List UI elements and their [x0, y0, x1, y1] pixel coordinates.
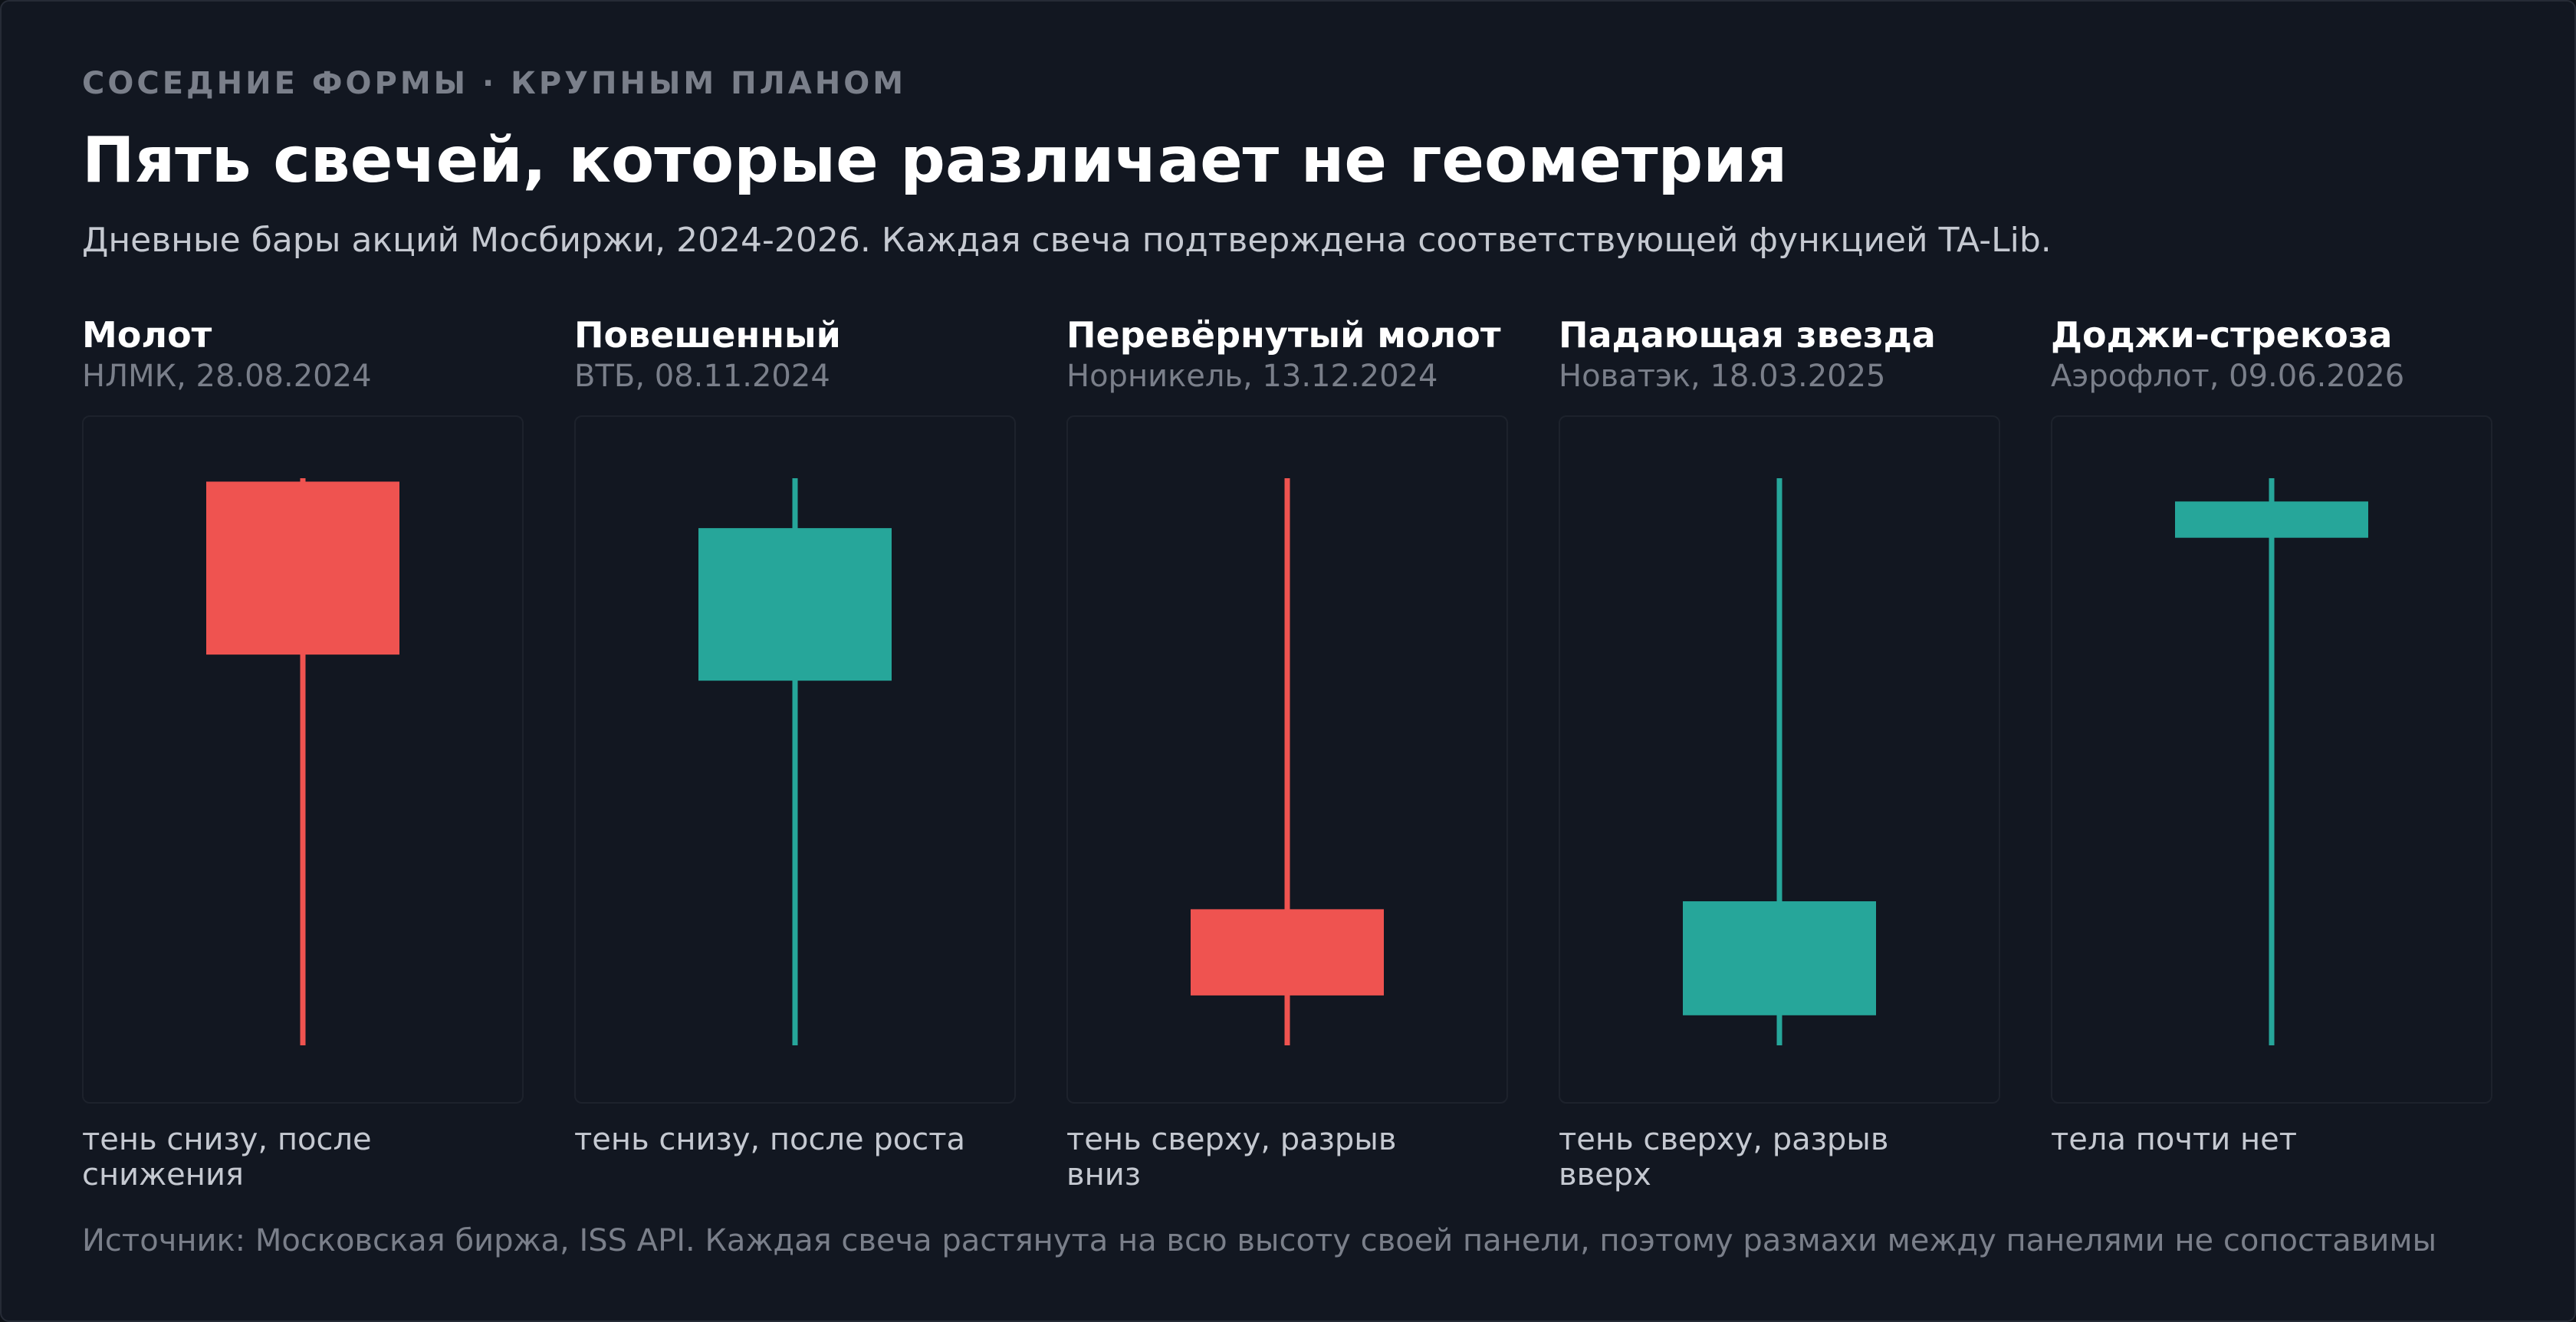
candle-svg	[698, 478, 892, 1045]
candle-body	[698, 528, 892, 681]
candle-svg	[1683, 478, 1876, 1045]
candle-chart	[2051, 415, 2492, 1104]
panel-caption: тень сверху, разрыв вверх	[1559, 1122, 1889, 1192]
candle-wick	[792, 478, 798, 1045]
candle-wick	[2269, 478, 2275, 1045]
panel-title: Повешенный	[574, 314, 841, 356]
panel-ticker-date: Норникель, 13.12.2024	[1066, 359, 1438, 394]
panel-title: Молот	[82, 314, 212, 356]
candle-body	[1683, 901, 1876, 1015]
panel-caption: тела почти нет	[2051, 1122, 2298, 1157]
panel-ticker-date: Аэрофлот, 09.06.2026	[2051, 359, 2405, 394]
panel-caption: тень сверху, разрыв вниз	[1066, 1122, 1397, 1192]
candle-wick	[300, 478, 306, 1045]
panel-ticker-date: НЛМК, 28.08.2024	[82, 359, 372, 394]
candle-chart	[1559, 415, 2000, 1104]
source-note: Источник: Московская биржа, ISS API. Каж…	[82, 1223, 2437, 1258]
candle-svg	[1191, 478, 1384, 1045]
candle-chart	[82, 415, 524, 1104]
page-title: Пять свечей, которые различает не геомет…	[82, 124, 1788, 197]
candle-wick	[1776, 478, 1783, 1045]
panel-title: Перевёрнутый молот	[1066, 314, 1501, 356]
candle-body	[2175, 501, 2368, 538]
page-subtitle: Дневные бары акций Мосбиржи, 2024-2026. …	[82, 221, 2052, 260]
candle-body	[206, 481, 399, 655]
candle-body	[1191, 909, 1384, 996]
panel-ticker-date: ВТБ, 08.11.2024	[574, 359, 830, 394]
panel-caption: тень снизу, после снижения	[82, 1122, 372, 1192]
candle-svg	[206, 478, 399, 1045]
candle-chart	[574, 415, 1016, 1104]
panel-ticker-date: Новатэк, 18.03.2025	[1559, 359, 1886, 394]
candle-wick	[1284, 478, 1290, 1045]
panel-title: Падающая звезда	[1559, 314, 1936, 356]
candle-svg	[2175, 478, 2368, 1045]
panel-caption: тень снизу, после роста	[574, 1122, 966, 1157]
panel-title: Доджи-стрекоза	[2051, 314, 2393, 356]
candle-chart	[1066, 415, 1508, 1104]
eyebrow: СОСЕДНИЕ ФОРМЫ · КРУПНЫМ ПЛАНОМ	[82, 66, 907, 101]
